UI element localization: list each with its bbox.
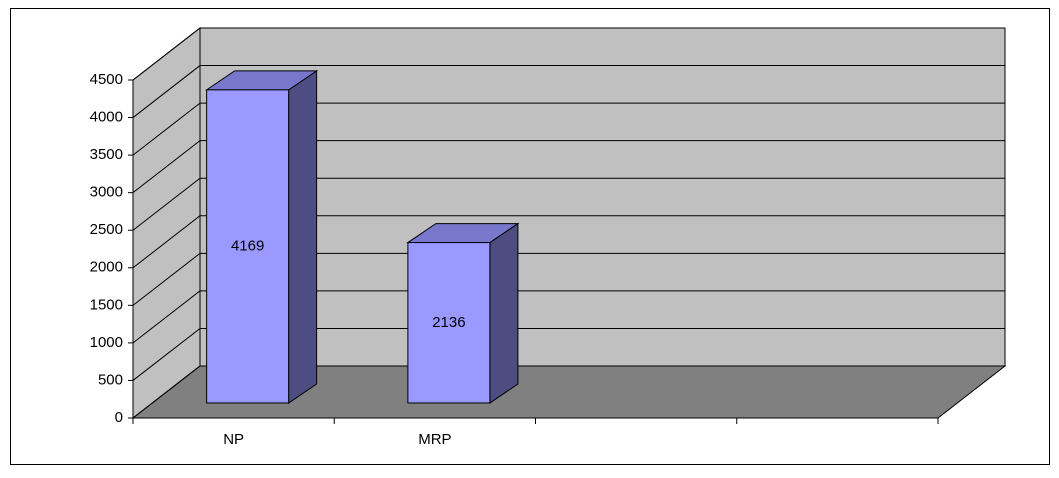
y-tick-label: 500 — [98, 371, 123, 388]
grid-line — [132, 252, 1005, 306]
grid-line — [132, 215, 1005, 269]
grid-line — [132, 327, 1005, 381]
y-tick-label: 2000 — [90, 259, 123, 276]
y-tick-label: 2500 — [90, 221, 123, 238]
data-label: 2136 — [432, 314, 465, 331]
back-wall — [199, 27, 1006, 367]
data-label: 4169 — [231, 237, 264, 254]
y-tick-label: 3000 — [90, 184, 123, 201]
grid-line — [132, 365, 1005, 419]
grid-line — [132, 290, 1005, 344]
grid-line — [132, 65, 1005, 118]
x-tick-label: NP — [223, 431, 244, 448]
y-tick-label: 3500 — [90, 146, 123, 163]
grid-line — [132, 27, 1005, 81]
y-tick-label: 4000 — [90, 109, 123, 126]
y-tick-label: 1000 — [90, 334, 123, 351]
bar — [206, 89, 290, 404]
y-tick-label: 1500 — [90, 296, 123, 313]
x-tick-label: MRP — [418, 431, 451, 448]
bar-side — [489, 222, 519, 404]
y-tick-label: 0 — [115, 409, 123, 426]
y-tick-label: 4500 — [90, 71, 123, 88]
grid-line — [132, 177, 1005, 231]
bar-side — [288, 69, 318, 404]
grid-line — [132, 140, 1005, 194]
bar — [407, 242, 491, 404]
grid-line — [132, 102, 1005, 156]
